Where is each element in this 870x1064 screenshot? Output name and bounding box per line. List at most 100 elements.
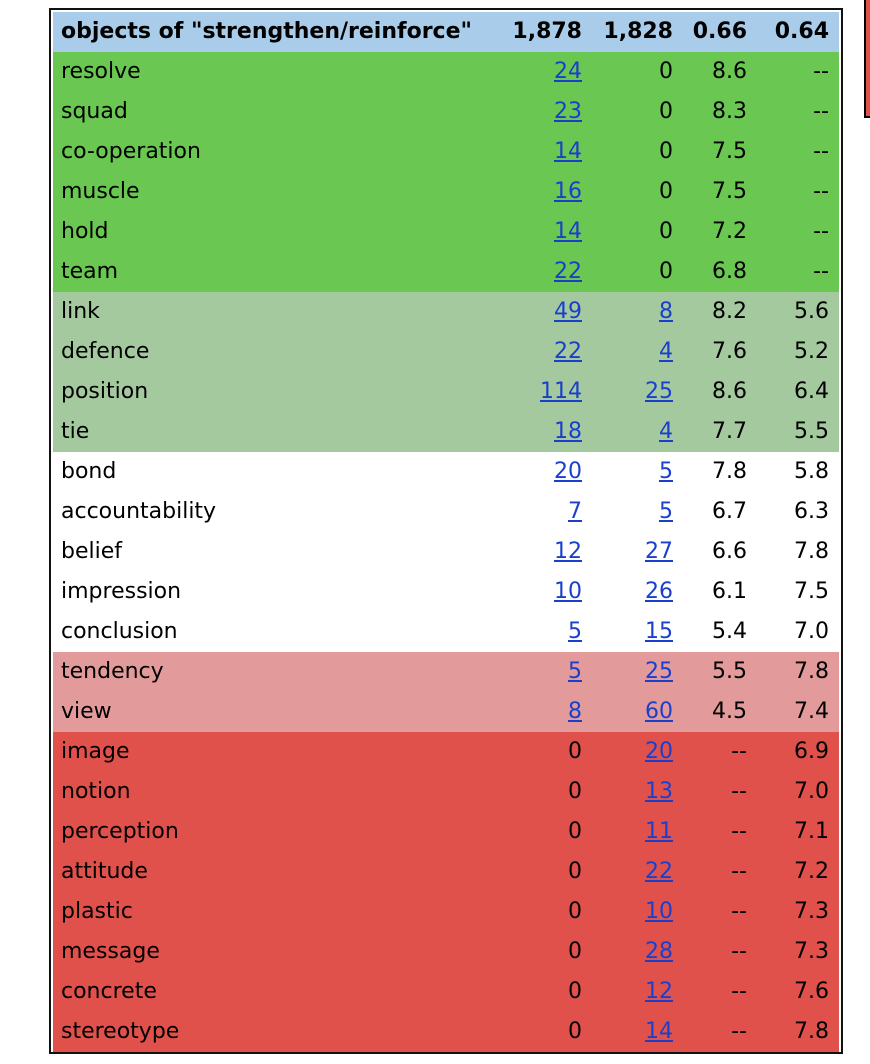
count-a-cell: 114 (489, 372, 584, 412)
score-d-value: -- (813, 259, 829, 284)
count-a-link[interactable]: 5 (568, 619, 582, 644)
score-c-value: 7.8 (712, 459, 747, 484)
score-d-value: 7.1 (794, 819, 829, 844)
count-a-link[interactable]: 14 (554, 219, 582, 244)
count-b-link[interactable]: 4 (659, 339, 673, 364)
count-a-link[interactable]: 7 (568, 499, 582, 524)
count-b-cell: 8 (584, 292, 679, 332)
row-word: bond (61, 459, 117, 484)
count-a-cell: 22 (489, 332, 584, 372)
count-b-link[interactable]: 26 (645, 579, 673, 604)
score-c-value: 7.7 (712, 419, 747, 444)
table-row: message 0 28 -- 7.3 (53, 932, 839, 972)
count-a-link[interactable]: 16 (554, 179, 582, 204)
count-a-value: 0 (568, 739, 582, 764)
count-b-value: 0 (659, 219, 673, 244)
score-c-value: -- (731, 939, 747, 964)
count-a-link[interactable]: 5 (568, 659, 582, 684)
count-b-link[interactable]: 25 (645, 379, 673, 404)
table-row: position 114 25 8.6 6.4 (53, 372, 839, 412)
count-a-cell: 5 (489, 652, 584, 692)
score-c-value: 5.4 (712, 619, 747, 644)
count-a-cell: 14 (489, 132, 584, 172)
count-b-link[interactable]: 14 (645, 1019, 673, 1044)
table-row: perception 0 11 -- 7.1 (53, 812, 839, 852)
count-b-link[interactable]: 60 (645, 699, 673, 724)
count-b-link[interactable]: 12 (645, 979, 673, 1004)
count-a-link[interactable]: 24 (554, 59, 582, 84)
count-a-link[interactable]: 18 (554, 419, 582, 444)
row-word: tie (61, 419, 90, 444)
table-row: attitude 0 22 -- 7.2 (53, 852, 839, 892)
count-a-link[interactable]: 20 (554, 459, 582, 484)
count-b-link[interactable]: 20 (645, 739, 673, 764)
table-row: bond 20 5 7.8 5.8 (53, 452, 839, 492)
count-b-cell: 22 (584, 852, 679, 892)
score-c-value: -- (731, 779, 747, 804)
table-row: plastic 0 10 -- 7.3 (53, 892, 839, 932)
score-d-value: 6.9 (794, 739, 829, 764)
count-a-value: 0 (568, 979, 582, 1004)
table-row: impression 10 26 6.1 7.5 (53, 572, 839, 612)
row-word: team (61, 259, 119, 284)
count-a-link[interactable]: 12 (554, 539, 582, 564)
table-row: concrete 0 12 -- 7.6 (53, 972, 839, 1012)
score-c-value: 7.5 (712, 139, 747, 164)
count-a-link[interactable]: 8 (568, 699, 582, 724)
score-d-value: 5.5 (794, 419, 829, 444)
count-a-cell: 16 (489, 172, 584, 212)
score-c-value: 6.6 (712, 539, 747, 564)
count-b-link[interactable]: 10 (645, 899, 673, 924)
count-b-link[interactable]: 8 (659, 299, 673, 324)
count-b-cell: 4 (584, 332, 679, 372)
count-b-link[interactable]: 11 (645, 819, 673, 844)
count-b-link[interactable]: 28 (645, 939, 673, 964)
score-c-value: -- (731, 739, 747, 764)
count-a-cell: 49 (489, 292, 584, 332)
score-c-value: 8.3 (712, 99, 747, 124)
count-a-cell: 7 (489, 492, 584, 532)
score-d-value: -- (813, 179, 829, 204)
score-c-value: -- (731, 979, 747, 1004)
count-a-link[interactable]: 114 (540, 379, 582, 404)
count-b-link[interactable]: 5 (659, 459, 673, 484)
count-a-link[interactable]: 49 (554, 299, 582, 324)
row-word: attitude (61, 859, 148, 884)
count-a-cell: 24 (489, 52, 584, 92)
score-d-value: 6.3 (794, 499, 829, 524)
row-word: co-operation (61, 139, 201, 164)
collocation-table-frame: objects of "strengthen/reinforce" 1,878 … (49, 8, 843, 1054)
count-b-cell: 11 (584, 812, 679, 852)
count-a-cell: 22 (489, 252, 584, 292)
count-b-link[interactable]: 13 (645, 779, 673, 804)
score-c-value: 6.8 (712, 259, 747, 284)
table-row: co-operation 14 0 7.5 -- (53, 132, 839, 172)
table-title: objects of "strengthen/reinforce" (61, 19, 472, 44)
score-c-value: 6.7 (712, 499, 747, 524)
count-b-value: 0 (659, 259, 673, 284)
row-word: defence (61, 339, 150, 364)
count-a-link[interactable]: 10 (554, 579, 582, 604)
count-b-cell: 13 (584, 772, 679, 812)
count-b-link[interactable]: 27 (645, 539, 673, 564)
score-d-value: 7.4 (794, 699, 829, 724)
count-b-link[interactable]: 4 (659, 419, 673, 444)
count-b-link[interactable]: 22 (645, 859, 673, 884)
score-c-value: 8.6 (712, 59, 747, 84)
row-word: belief (61, 539, 123, 564)
count-a-link[interactable]: 23 (554, 99, 582, 124)
count-a-link[interactable]: 14 (554, 139, 582, 164)
count-b-link[interactable]: 25 (645, 659, 673, 684)
score-d-value: -- (813, 59, 829, 84)
count-b-cell: 26 (584, 572, 679, 612)
edge-panel-fragment (864, 0, 870, 118)
count-a-link[interactable]: 22 (554, 339, 582, 364)
score-d-value: 7.8 (794, 659, 829, 684)
count-b-cell: 25 (584, 372, 679, 412)
row-word: impression (61, 579, 182, 604)
count-b-link[interactable]: 5 (659, 499, 673, 524)
row-word: view (61, 699, 112, 724)
count-b-value: 0 (659, 179, 673, 204)
count-b-link[interactable]: 15 (645, 619, 673, 644)
count-a-link[interactable]: 22 (554, 259, 582, 284)
